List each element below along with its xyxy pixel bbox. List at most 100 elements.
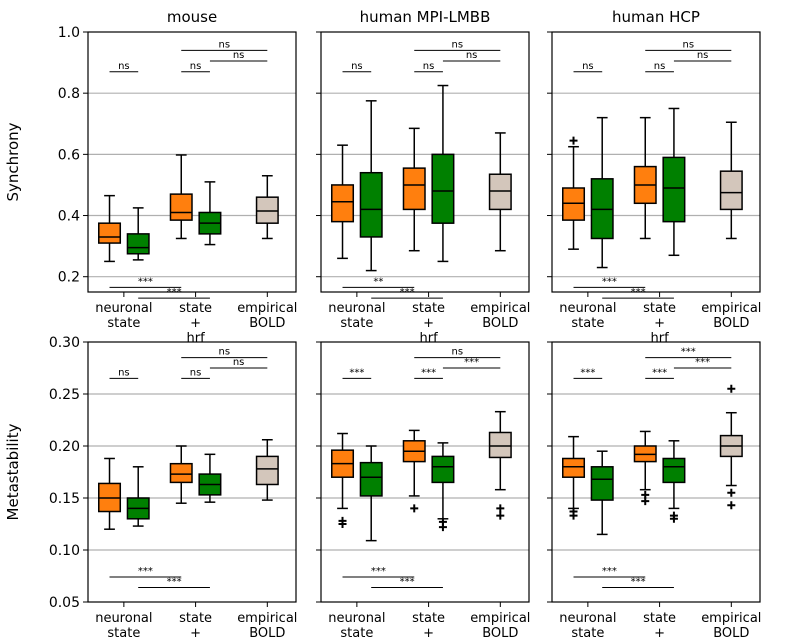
box-green <box>359 445 383 542</box>
significance-label: *** <box>631 287 646 298</box>
significance-label: *** <box>602 566 617 577</box>
y-tick-label: 0.10 <box>49 543 80 559</box>
y-axis-label-synchrony: Synchrony <box>4 122 22 201</box>
box-flier <box>669 511 678 520</box>
x-tick-label-neuronal: state <box>107 316 140 331</box>
significance-label: *** <box>167 287 182 298</box>
significance-label: ns <box>351 61 363 72</box>
box-flier <box>727 384 736 393</box>
box-iqr <box>359 171 383 238</box>
box-iqr <box>255 196 279 224</box>
x-tick-label-empirical: empirical <box>470 301 530 316</box>
box-green <box>590 450 614 536</box>
box-beige <box>719 121 743 240</box>
box-iqr <box>126 233 150 255</box>
box-iqr <box>488 431 512 459</box>
box-beige <box>488 132 512 252</box>
x-tick-label-state: state <box>412 301 445 316</box>
significance-label: *** <box>400 576 415 587</box>
box-iqr <box>662 457 686 484</box>
significance-label: ns <box>218 39 230 50</box>
box-iqr <box>402 167 426 211</box>
x-tick-label-neuronal: neuronal <box>328 611 385 626</box>
y-tick-label: 0.15 <box>49 491 80 507</box>
x-tick-label-empirical: empirical <box>701 301 761 316</box>
box-iqr <box>169 193 193 221</box>
box-orange <box>331 432 355 528</box>
box-orange <box>169 154 193 240</box>
box-flier <box>496 504 505 513</box>
significance-label: *** <box>138 276 153 287</box>
x-tick-label-state: hrf <box>651 331 670 346</box>
axes-frame <box>87 31 297 293</box>
box-iqr <box>359 461 383 497</box>
significance-label: ns <box>233 357 245 368</box>
significance-label: ns <box>118 61 130 72</box>
panel-title: human HCP <box>612 8 700 26</box>
significance-label: *** <box>652 367 667 378</box>
box-iqr <box>98 222 122 244</box>
significance-label: *** <box>695 357 710 368</box>
x-tick-label-state: + <box>654 316 665 331</box>
box-iqr <box>719 170 743 211</box>
significance-label: *** <box>580 367 595 378</box>
panel-title: mouse <box>167 8 217 26</box>
significance-label: *** <box>464 357 479 368</box>
x-tick-label-neuronal: neuronal <box>95 611 152 626</box>
x-tick-label-state: + <box>423 316 434 331</box>
significance-label: ns <box>682 39 694 50</box>
significance-label: *** <box>167 576 182 587</box>
significance-label: ns <box>233 50 245 61</box>
significance-label: ns <box>697 50 709 61</box>
panel-row1-panel1: *********ns******neuronalstatestate+hrfe… <box>316 341 530 637</box>
box-flier <box>338 516 347 525</box>
x-tick-label-state: + <box>190 316 201 331</box>
box-flier <box>727 501 736 510</box>
x-tick-label-empirical: BOLD <box>249 626 285 637</box>
significance-label: ** <box>373 276 383 287</box>
box-orange <box>402 127 426 252</box>
x-tick-label-empirical: BOLD <box>482 316 518 331</box>
box-iqr <box>590 466 614 501</box>
box-green <box>126 207 150 261</box>
x-tick-label-state: + <box>423 626 434 637</box>
box-green <box>662 440 686 523</box>
box-orange <box>402 429 426 513</box>
x-tick-label-neuronal: neuronal <box>559 301 616 316</box>
x-tick-label-state: + <box>654 626 665 637</box>
significance-label: *** <box>138 566 153 577</box>
axes-frame <box>551 341 761 603</box>
y-tick-label: 1.0 <box>58 25 80 41</box>
box-flier <box>496 511 505 520</box>
x-tick-label-state: state <box>643 611 676 626</box>
y-tick-label: 0.05 <box>49 595 80 611</box>
significance-label: *** <box>421 367 436 378</box>
box-green <box>198 181 222 246</box>
y-axis-label-metastability: Metastability <box>4 423 22 520</box>
axes-frame <box>551 31 761 293</box>
significance-label: ns <box>118 367 130 378</box>
x-tick-label-empirical: BOLD <box>713 626 749 637</box>
box-orange <box>331 144 355 260</box>
box-flier <box>727 488 736 497</box>
y-tick-label: 0.4 <box>58 209 80 225</box>
box-iqr <box>331 184 355 223</box>
x-tick-label-neuronal: neuronal <box>559 611 616 626</box>
axes-frame <box>87 341 297 603</box>
box-flier <box>569 136 578 145</box>
box-flier <box>438 517 447 526</box>
box-iqr <box>488 173 512 211</box>
panel-row1-panel2: ******************neuronalstatestate+hrf… <box>547 341 761 637</box>
significance-label: ns <box>190 61 202 72</box>
box-green <box>431 84 455 263</box>
box-orange <box>98 457 122 530</box>
x-tick-label-empirical: empirical <box>237 301 297 316</box>
significance-label: *** <box>349 367 364 378</box>
panel-title: human MPI-LMBB <box>360 8 491 26</box>
significance-label: *** <box>602 276 617 287</box>
x-tick-label-empirical: BOLD <box>713 316 749 331</box>
significance-label: ns <box>582 61 594 72</box>
